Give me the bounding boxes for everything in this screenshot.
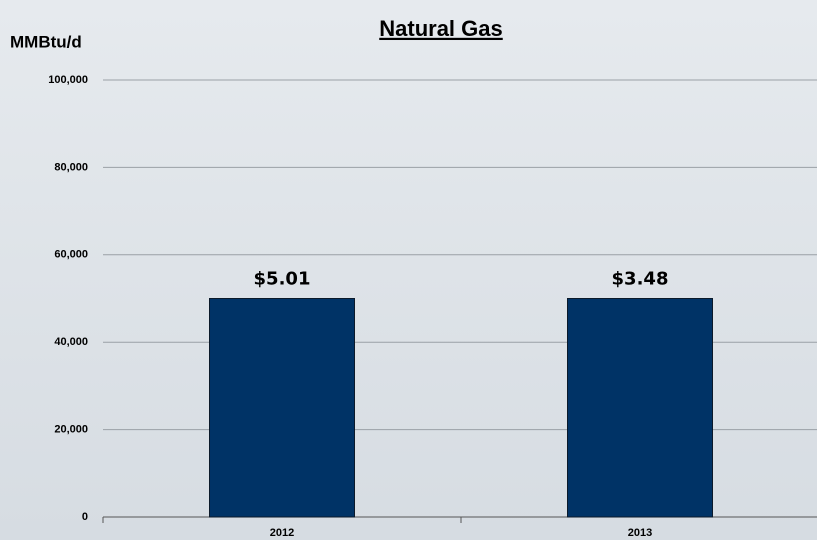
y-tick-label: 100,000 — [48, 74, 88, 86]
y-axis-label: MMBtu/d — [10, 32, 82, 51]
x-tick-label: 2013 — [628, 527, 652, 539]
x-tick-label: 2012 — [270, 527, 294, 539]
y-tick-label: 40,000 — [54, 336, 88, 348]
bar — [209, 298, 355, 518]
y-tick-label: 20,000 — [54, 424, 88, 436]
chart-title: Natural Gas — [379, 16, 503, 41]
annotation: $5.01 — [254, 269, 311, 290]
y-tick-label: 60,000 — [54, 249, 88, 261]
y-tick-label: 80,000 — [54, 161, 88, 173]
y-tick-label: 0 — [82, 511, 88, 523]
bar — [567, 298, 713, 518]
annotation: $3.48 — [612, 269, 669, 290]
